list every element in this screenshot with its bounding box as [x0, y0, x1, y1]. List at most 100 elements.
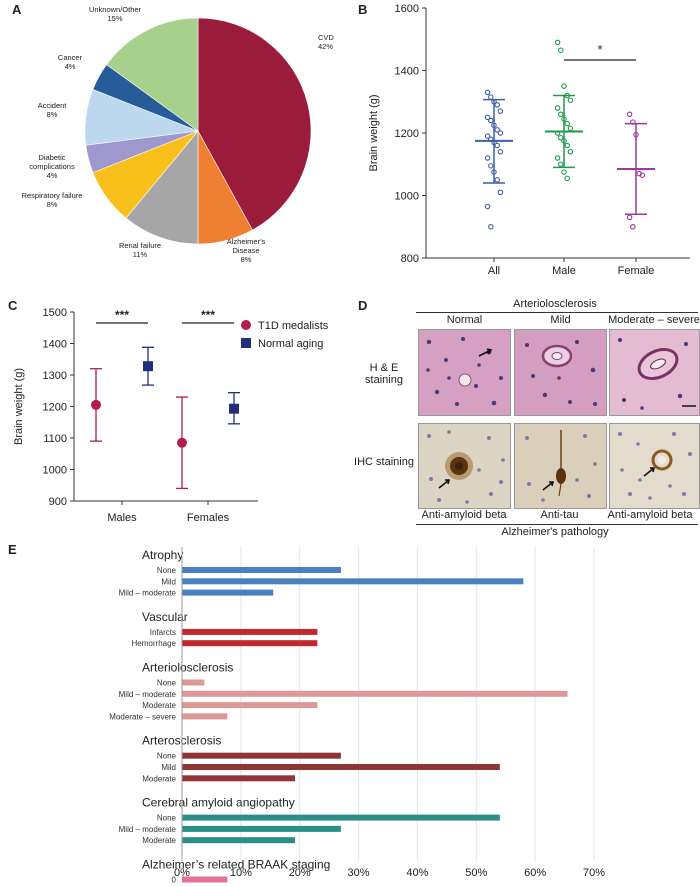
- y-axis-title: Brain weight (g): [368, 94, 380, 171]
- data-point: [497, 130, 504, 136]
- panel-label-d: D: [358, 298, 368, 313]
- data-point: [561, 138, 567, 144]
- brain-weight-dot-plot: 800 1000 1200 1400 1600 Brain weight (g) All Ma…: [368, 3, 690, 277]
- legend-label-normal-aging: Normal aging: [258, 338, 323, 350]
- pie-slice-percent: 8%: [47, 110, 58, 119]
- data-point: [633, 131, 639, 138]
- x-tick-label: 40%: [406, 867, 428, 879]
- pie-slice: [125, 130, 199, 245]
- bar-label: None: [157, 752, 177, 761]
- bar-label: None: [157, 679, 177, 688]
- pie-slice-label: Renal failure 11%: [119, 241, 161, 259]
- data-point: [567, 97, 574, 103]
- pie-slice-percent: 8%: [47, 200, 58, 209]
- data-point: [497, 149, 504, 155]
- x-tick-label: 10%: [230, 867, 252, 879]
- col-label-normal: Normal: [446, 314, 483, 326]
- he-tissue-normal: [419, 330, 510, 415]
- data-point: [561, 169, 567, 175]
- ihc-tissue-amyloid-2: [610, 424, 699, 508]
- bar: [182, 679, 205, 686]
- data-point: [488, 94, 494, 100]
- pie-slice-label-line: complications: [29, 162, 75, 171]
- bar-label: None: [157, 566, 177, 575]
- data-point: [491, 169, 497, 175]
- data-point: [488, 117, 494, 124]
- mean-marker-square: [143, 361, 153, 372]
- y-tick-label: 1500: [43, 307, 67, 319]
- mean-marker-circle: [177, 437, 187, 448]
- pie-slice-label: Respiratory failure 8%: [22, 191, 83, 209]
- pie-slice-label-line: Disease: [232, 246, 259, 255]
- he-image-moderate-severe: [609, 329, 700, 416]
- bar-label: None: [157, 814, 177, 823]
- alzheimers-header-line: [416, 524, 698, 525]
- data-point: [484, 155, 491, 161]
- group-title: Arteriolosclerosis: [142, 661, 233, 675]
- group-title: Alzheimer’s related BRAAK staging: [142, 858, 330, 872]
- data-point: [491, 139, 497, 146]
- bar-label: Mild – moderate: [119, 825, 177, 834]
- x-tick-label: 0%: [174, 867, 190, 879]
- pie-slice-label: Alzheimer's Disease 8%: [227, 237, 266, 264]
- bar: [182, 814, 500, 821]
- bar: [182, 876, 228, 883]
- pie-slice-percent: 8%: [241, 255, 252, 264]
- pie-slice-percent: 4%: [65, 62, 76, 71]
- data-point: [488, 136, 494, 143]
- col-label-mild: Mild: [550, 314, 571, 326]
- data-point: [491, 99, 497, 105]
- bar: [182, 640, 318, 647]
- bar-label: Infarcts: [150, 628, 176, 637]
- pie-slice-percent: 11%: [133, 250, 148, 259]
- data-point: [554, 155, 561, 161]
- histology-panel: Arteriolosclerosis Normal Mild Moderate …: [352, 296, 700, 542]
- x-tick-label: 60%: [524, 867, 546, 879]
- he-image-normal: [418, 329, 511, 416]
- data-point: [484, 114, 491, 121]
- he-tissue-mild: [515, 330, 606, 415]
- pie-slice-label-line: Cancer: [58, 53, 83, 62]
- bar: [182, 752, 341, 759]
- data-point: [497, 108, 504, 114]
- arteriolosclerosis-header: Arteriolosclerosis: [513, 298, 597, 310]
- bar-label: Moderate: [142, 701, 176, 710]
- bar: [182, 578, 524, 585]
- ihc-label-1: Anti-amyloid beta: [421, 509, 507, 521]
- pie-slice-label: CVD 42%: [318, 33, 334, 51]
- ihc-label-3: Anti-amyloid beta: [607, 509, 693, 521]
- data-point: [567, 125, 574, 132]
- bar: [182, 589, 274, 596]
- x-tick-label: All: [488, 265, 500, 277]
- x-tick-label: 50%: [465, 867, 487, 879]
- data-point: [497, 189, 504, 196]
- bar: [182, 764, 500, 770]
- data-point: [491, 122, 497, 128]
- significance-marker: *: [597, 42, 602, 57]
- mean-marker-circle: [91, 399, 101, 410]
- pie-slice-label-line: Unknown/Other: [89, 5, 142, 14]
- row-label-ihc: IHC staining: [354, 456, 414, 468]
- data-point: [494, 177, 500, 183]
- bar: [182, 775, 296, 782]
- bar: [182, 825, 341, 832]
- data-point: [626, 111, 633, 118]
- pie-chart-causes-of-death: CVD 42% Alzheimer's Disease 8% Renal failure 1…: [22, 5, 335, 264]
- pie-slice-label-line: Accident: [38, 101, 68, 110]
- ihc-tissue-amyloid-1: [419, 424, 510, 508]
- group-title: Vascular: [142, 610, 188, 624]
- x-tick-label: Males: [107, 512, 137, 524]
- pie-slice-label: Cancer 4%: [58, 53, 83, 71]
- ihc-image-tau: [514, 423, 607, 509]
- data-point: [484, 89, 491, 96]
- col-label-moderate-severe: Moderate – severe: [608, 314, 700, 326]
- data-point: [639, 172, 646, 178]
- significance-marker: ***: [115, 308, 129, 322]
- data-point: [626, 214, 633, 221]
- bar: [182, 690, 568, 697]
- bar-label: Moderate – severe: [109, 712, 176, 721]
- x-tick-label: 20%: [289, 867, 311, 879]
- group-title: Cerebral amyloid angiopathy: [142, 796, 295, 810]
- pie-slice-percent: 42%: [318, 42, 333, 51]
- bar: [182, 628, 318, 635]
